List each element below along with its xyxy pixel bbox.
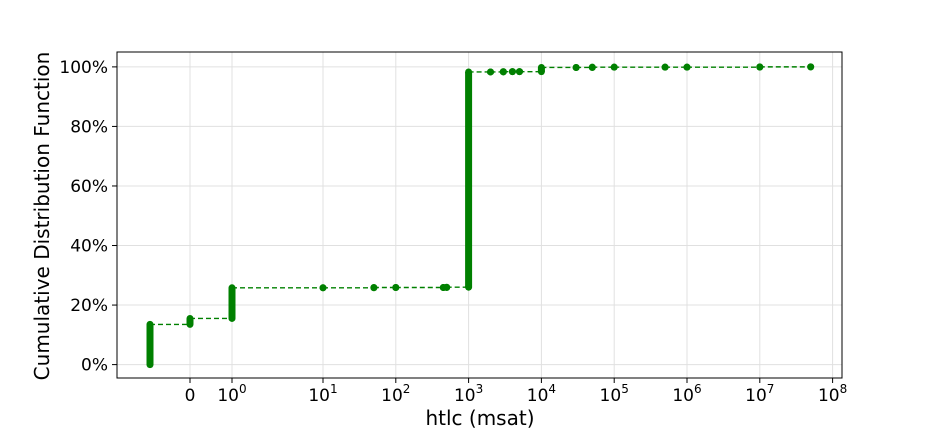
- y-tick-label: 0%: [81, 356, 108, 376]
- y-tick-label: 40%: [70, 237, 108, 257]
- x-tick-label: 104: [527, 382, 556, 406]
- cdf-point: [465, 283, 473, 291]
- cdf-point: [228, 314, 236, 322]
- x-axis: 0 100 101 102 103 104 105 106 107 108: [185, 378, 847, 406]
- x-tick-label: 100: [217, 382, 246, 406]
- x-tick-label: 102: [381, 382, 410, 406]
- y-axis: 0% 20% 40% 60% 80% 100%: [59, 58, 117, 376]
- x-tick-label: 108: [818, 382, 847, 406]
- x-tick-label: 103: [454, 382, 483, 406]
- y-tick-label: 20%: [70, 296, 108, 316]
- grid-lines: [117, 52, 842, 378]
- cdf-point: [807, 63, 815, 71]
- plot-area-frame: [116, 51, 843, 379]
- y-axis-title: Cumulative Distribution Function: [30, 52, 54, 381]
- cdf-series: [146, 63, 815, 369]
- cdf-point: [186, 320, 194, 328]
- cdf-point: [146, 361, 154, 369]
- y-tick-label: 100%: [59, 58, 108, 78]
- y-tick-label: 60%: [70, 177, 108, 197]
- y-tick-label: 80%: [70, 117, 108, 137]
- x-tick-label: 101: [308, 382, 337, 406]
- x-tick-label: 107: [745, 382, 774, 406]
- x-axis-title: htlc (msat): [425, 406, 534, 430]
- x-tick-label: 106: [672, 382, 701, 406]
- x-tick-label: 105: [600, 382, 629, 406]
- x-tick-label: 0: [185, 386, 196, 406]
